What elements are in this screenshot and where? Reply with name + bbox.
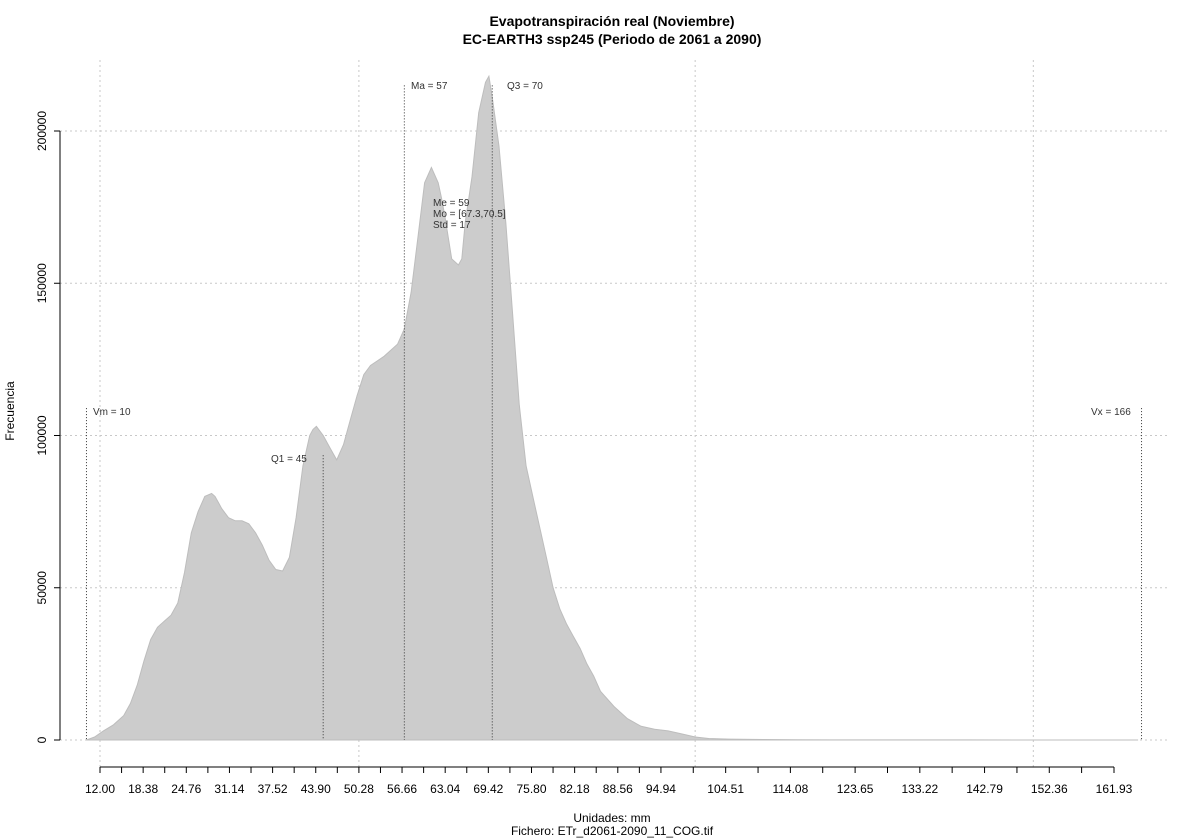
x-tick-label: 123.65 xyxy=(837,782,874,796)
x-tick-label: 104.51 xyxy=(707,782,744,796)
annotation-ma: Ma = 57 xyxy=(411,81,448,92)
x-tick-label: 88.56 xyxy=(603,782,633,796)
x-tick-label: 75.80 xyxy=(516,782,546,796)
annotation-q1: Q1 = 45 xyxy=(271,454,307,465)
footer-file: Fichero: ETr_d2061-2090_11_COG.tif xyxy=(511,824,714,838)
x-tick-label: 63.04 xyxy=(430,782,460,796)
annotation-mo: Mo = [67.3,70.5] xyxy=(433,209,506,220)
y-tick-label: 100000 xyxy=(35,415,49,455)
y-axis-label: Frecuencia xyxy=(3,381,17,441)
x-tick-label: 94.94 xyxy=(646,782,676,796)
x-tick-label: 161.93 xyxy=(1096,782,1133,796)
annotation-me: Me = 59 xyxy=(433,198,470,209)
annotation-std: Std = 17 xyxy=(433,220,471,231)
annotation-vm: Vm = 10 xyxy=(93,407,131,418)
x-tick-label: 18.38 xyxy=(128,782,158,796)
y-tick-label: 50000 xyxy=(35,571,49,605)
axes: 0 50000 100000 150000 200000 12.00 18.38 24.76 3… xyxy=(35,111,1133,796)
x-tick-label: 133.22 xyxy=(901,782,938,796)
x-tick-label: 142.79 xyxy=(966,782,1003,796)
y-tick-label: 200000 xyxy=(35,111,49,151)
density-area xyxy=(86,74,1139,741)
x-tick-label: 152.36 xyxy=(1031,782,1068,796)
y-tick-label: 150000 xyxy=(35,263,49,303)
x-tick-label: 82.18 xyxy=(560,782,590,796)
y-tick-label: 0 xyxy=(35,736,49,743)
x-tick-label: 12.00 xyxy=(85,782,115,796)
x-tick-label: 114.08 xyxy=(772,782,808,796)
x-tick-label: 43.90 xyxy=(301,782,331,796)
x-tick-label: 69.42 xyxy=(473,782,503,796)
x-tick-label: 31.14 xyxy=(214,782,244,796)
x-tick-label: 37.52 xyxy=(258,782,288,796)
annotation-q3: Q3 = 70 xyxy=(507,81,543,92)
statistic-lines xyxy=(85,85,1143,740)
chart-subtitle: EC-EARTH3 ssp245 (Periodo de 2061 a 2090… xyxy=(463,31,762,47)
x-tick-label: 50.28 xyxy=(344,782,374,796)
x-tick-label: 24.76 xyxy=(171,782,201,796)
chart-title: Evapotranspiración real (Noviembre) xyxy=(489,13,734,29)
annotation-vx: Vx = 166 xyxy=(1091,407,1131,418)
x-tick-label: 56.66 xyxy=(387,782,417,796)
x-axis-label: Unidades: mm xyxy=(573,811,650,825)
